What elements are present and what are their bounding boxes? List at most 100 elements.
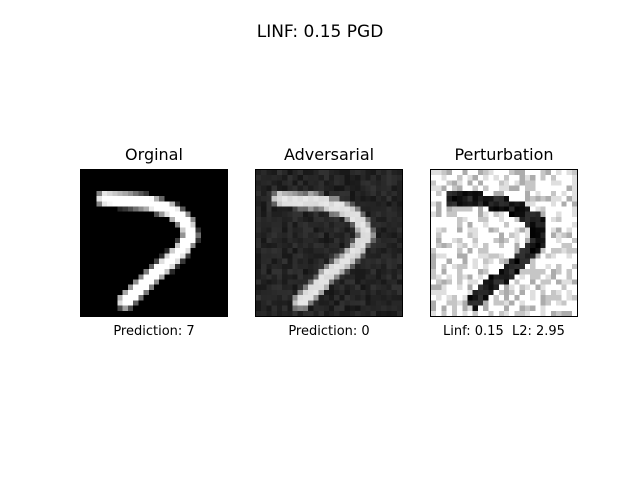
pixel [287,180,293,186]
pixel [211,284,217,291]
pixel [200,227,207,233]
pixel [174,263,181,270]
pixel [318,243,324,249]
pixel [329,310,335,316]
pixel [174,211,181,218]
pixel [154,190,160,197]
pixel [441,243,447,249]
pixel [483,269,489,275]
pixel [514,237,520,244]
pixel [185,185,191,191]
pixel [164,263,170,270]
pixel [216,284,222,291]
pixel [396,170,402,176]
pixel [221,284,227,291]
pixel [524,305,531,311]
pixel [540,295,546,301]
pixel [96,170,102,176]
pixel [344,237,350,244]
pixel [302,216,309,223]
pixel [436,305,442,311]
pixel [566,295,572,301]
pixel [349,180,356,186]
pixel [271,310,277,316]
pixel [530,253,536,259]
pixel [365,196,371,202]
pixel [91,201,97,207]
pixel [221,269,227,275]
pixel [561,175,567,181]
pixel [467,175,473,181]
pixel [566,222,572,228]
pixel [524,175,531,181]
pixel [122,269,129,275]
pixel [122,243,129,249]
pixel [360,305,366,311]
pixel [566,185,572,191]
pixel [138,175,144,181]
pixel [498,269,505,275]
pixel [323,279,330,285]
pixel [96,269,102,275]
pixel [334,253,340,259]
pixel [375,305,382,311]
pixel [117,284,123,291]
pixel [441,201,447,207]
pixel [386,232,392,238]
pixel [396,274,402,280]
pixel [101,170,108,176]
pixel [355,274,361,280]
pixel [276,206,283,212]
pixel [504,185,510,191]
pixel [185,274,191,280]
pixel [138,180,144,186]
pixel [349,227,356,233]
pixel [571,310,577,316]
pixel [386,227,392,233]
pixel [509,175,515,181]
pixel [462,175,468,181]
pixel [287,190,293,197]
pixel [174,206,181,212]
pixel [457,206,463,212]
pixel [566,258,572,264]
pixel [477,269,484,275]
pixel [266,180,272,186]
pixel [112,274,118,280]
pixel [148,190,155,197]
pixel [545,201,552,207]
pixel [261,269,267,275]
pixel [185,253,191,259]
pixel [561,190,567,197]
pixel [138,295,144,301]
pixel [530,190,536,197]
pixel [148,289,155,296]
pixel [318,295,324,301]
pixel [138,206,144,212]
pixel [334,232,340,238]
pixel [550,216,557,223]
pixel [133,243,139,249]
pixel [313,310,319,316]
pixel [138,211,144,218]
pixel [297,237,304,244]
pixel [375,295,382,301]
pixel [96,263,102,270]
pixel [451,180,458,186]
pixel [313,185,319,191]
pixel [276,211,283,218]
pixel [154,274,160,280]
pixel [276,201,283,207]
pixel [477,180,484,186]
pixel [571,227,577,233]
pixel [211,248,217,254]
pixel [96,227,102,233]
pixel [556,201,562,207]
pixel [504,196,510,202]
pixel [381,206,387,212]
pixel [159,237,165,244]
pixel [81,237,87,244]
pixel [302,222,309,228]
pixel [381,300,387,306]
pixel [446,305,452,311]
